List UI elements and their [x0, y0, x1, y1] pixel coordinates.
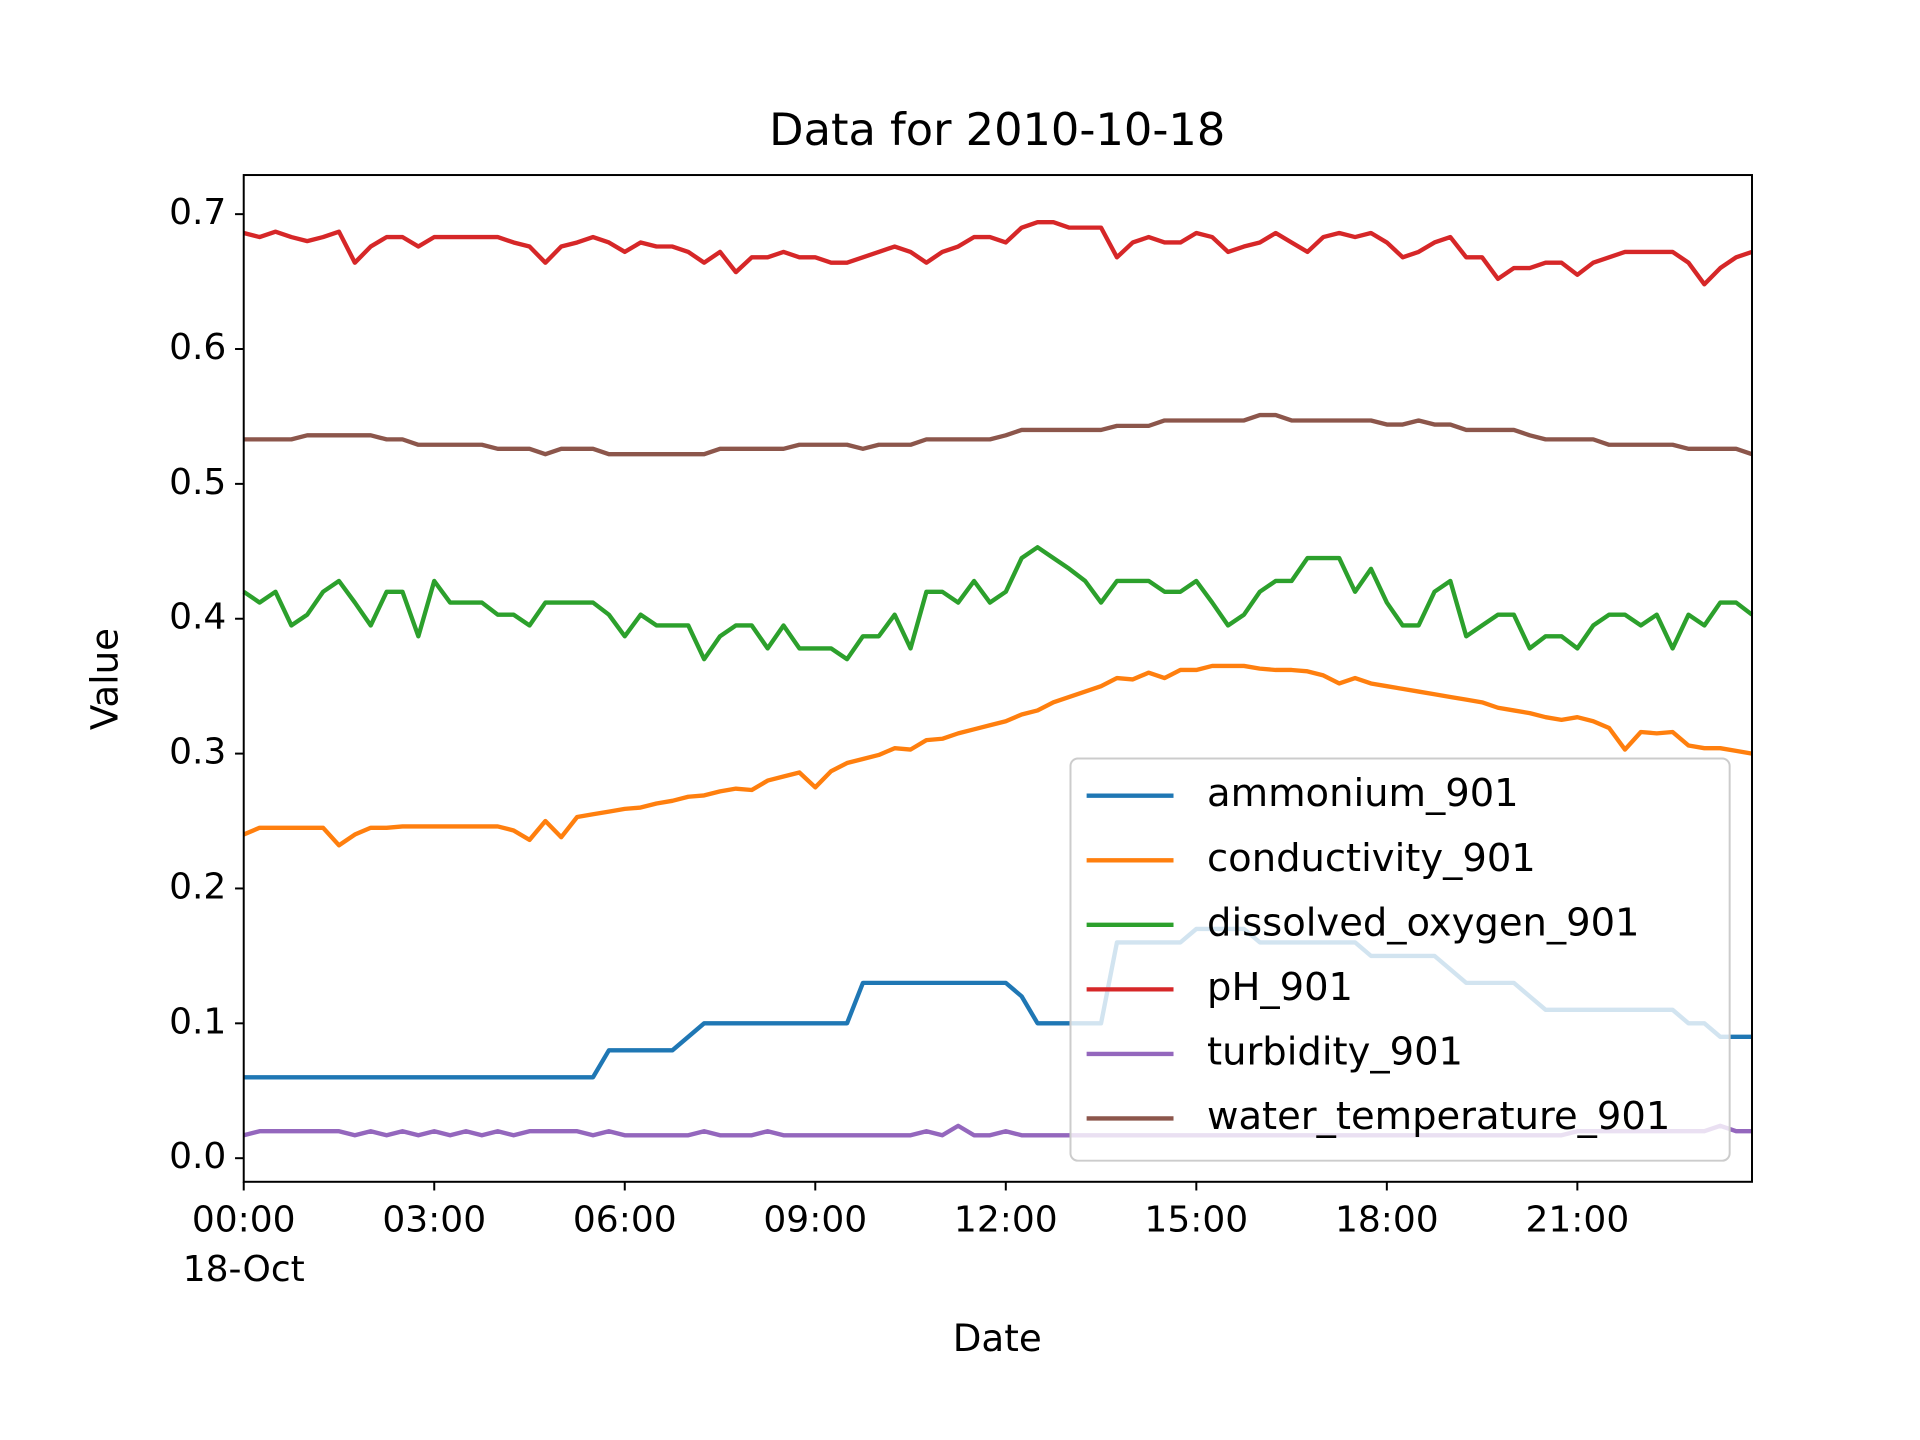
x-tick-label: 18:00	[1335, 1199, 1439, 1240]
y-tick-label: 0.1	[169, 1001, 226, 1042]
legend-label: turbidity_901	[1207, 1029, 1463, 1074]
x-tick-label: 06:00	[573, 1199, 677, 1240]
y-tick-label: 0.7	[169, 192, 226, 233]
chart-title: Data for 2010-10-18	[769, 104, 1225, 156]
x-tick-label: 03:00	[382, 1199, 486, 1240]
legend: ammonium_901 conductivity_901 dissolved_ox…	[1069, 757, 1731, 1162]
y-tick-label: 0.5	[169, 462, 226, 503]
x-tick-label-line: 18-Oct	[183, 1249, 305, 1290]
legend-label: water_temperature_901	[1207, 1094, 1670, 1139]
legend-label: dissolved_oxygen_901	[1207, 900, 1640, 945]
series-line	[243, 412, 1753, 457]
legend-label: conductivity_901	[1207, 836, 1536, 881]
y-tick-label: 0.0	[169, 1136, 226, 1177]
axes-frame	[242, 174, 1753, 1183]
x-tick-label: 12:00	[954, 1199, 1058, 1240]
y-tick-label: 0.2	[169, 866, 226, 907]
y-tick-label: 0.6	[169, 327, 226, 368]
series-line	[242, 663, 1753, 848]
series-line	[242, 545, 1754, 662]
x-tick-label-line: 00:00	[192, 1199, 296, 1240]
x-tick-label: 00:00 18-Oct	[183, 1199, 305, 1290]
x-tick-label: 15:00	[1144, 1199, 1248, 1240]
legend-box	[1069, 757, 1731, 1162]
y-axis-label: Value	[83, 628, 127, 730]
series-line	[243, 220, 1753, 287]
x-tick-label: 21:00	[1525, 1199, 1629, 1240]
y-tick-label: 0.4	[169, 597, 226, 638]
x-axis-label: Date	[953, 1316, 1042, 1360]
legend-label: pH_901	[1207, 965, 1353, 1010]
x-tick-label: 09:00	[763, 1199, 867, 1240]
y-tick-label: 0.3	[169, 732, 226, 773]
legend-label: ammonium_901	[1207, 771, 1519, 816]
